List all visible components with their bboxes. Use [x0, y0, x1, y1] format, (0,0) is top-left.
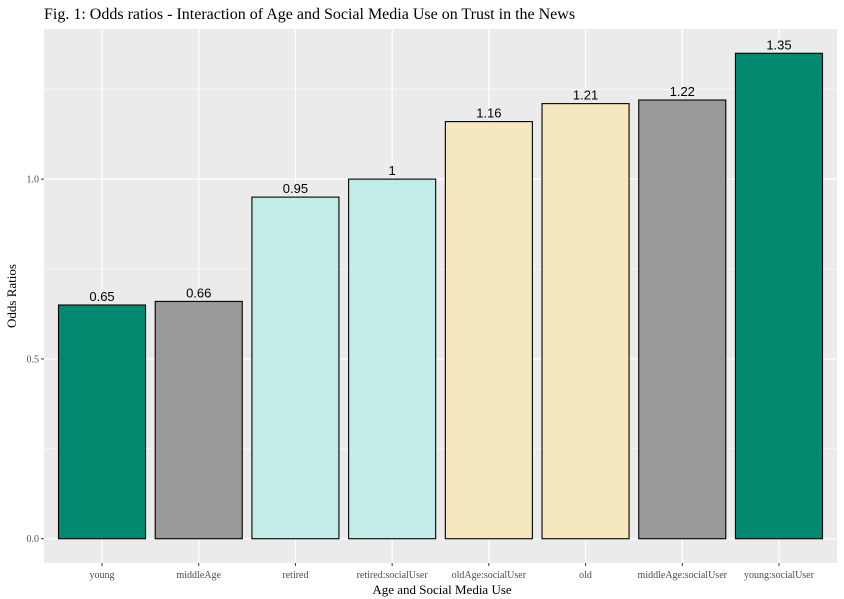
bar: [154, 300, 243, 540]
x-tick-label: young:socialUser: [744, 570, 815, 581]
data-label: 1.35: [766, 37, 791, 52]
x-tick-label: retired: [282, 570, 308, 581]
bar: [251, 196, 340, 540]
bar: [57, 304, 147, 540]
data-label: 1.22: [670, 84, 695, 99]
x-tick-label: oldAge:socialUser: [452, 570, 527, 581]
x-tick-label: young: [90, 570, 115, 581]
value-labels: 0.65 0.66 0.95 1 1.16 1.21 1.22 1.35: [89, 37, 791, 304]
data-label: 1.16: [476, 106, 501, 121]
bar: [541, 103, 630, 540]
bar: [638, 99, 727, 540]
y-tick-label: 1.0: [27, 175, 40, 186]
bar: [734, 52, 824, 540]
x-tick-label: middleAge: [177, 570, 222, 581]
y-axis: 0.0 0.5 1.0: [27, 175, 44, 545]
x-axis: young middleAge retired retired:socialUser o…: [90, 563, 815, 581]
data-label: 0.66: [186, 285, 211, 300]
bar: [348, 178, 437, 540]
bars: [57, 52, 824, 540]
x-tick-label: old: [579, 570, 592, 581]
data-label: 1.21: [573, 88, 598, 103]
y-tick-label: 0.5: [27, 354, 40, 365]
y-axis-title: Odds Ratios: [4, 264, 19, 328]
data-label: 1: [389, 163, 396, 178]
chart-title: Fig. 1: Odds ratios - Interaction of Age…: [44, 6, 575, 23]
x-tick-label: middleAge:socialUser: [638, 570, 728, 581]
data-label: 0.95: [283, 181, 308, 196]
data-label: 0.65: [89, 289, 114, 304]
bar: [444, 121, 533, 540]
y-tick-label: 0.0: [27, 534, 40, 545]
x-axis-title: Age and Social Media Use: [372, 582, 512, 597]
x-tick-label: retired:socialUser: [357, 570, 429, 581]
